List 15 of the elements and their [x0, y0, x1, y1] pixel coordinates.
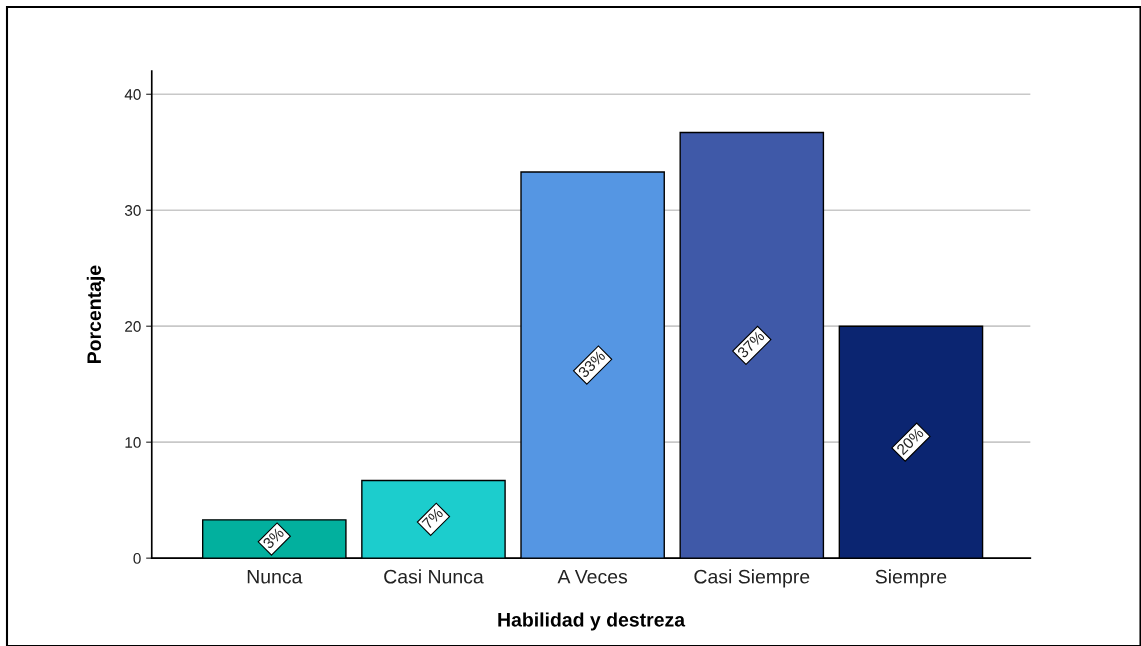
data-label: 7%	[421, 507, 444, 530]
y-tick-label: 40	[124, 89, 141, 100]
x-tick-label: Nunca	[247, 569, 303, 584]
y-tick-label: 30	[124, 205, 141, 216]
x-tick-label: Casi Siempre	[694, 569, 810, 588]
data-label: 33%	[577, 349, 606, 379]
x-tick-label: A Veces	[557, 569, 628, 584]
y-tick-label: 20	[125, 321, 141, 332]
y-axis-title: Porcentaje	[86, 265, 105, 364]
y-tick-label: 10	[125, 437, 141, 448]
x-tick-label: Casi Nunca	[384, 569, 484, 584]
y-tick-label: 0	[133, 553, 141, 564]
x-axis-title: Habilidad y destreza	[498, 612, 686, 631]
x-tick-label: Siempre	[875, 569, 947, 588]
data-label: 3%	[262, 526, 285, 550]
